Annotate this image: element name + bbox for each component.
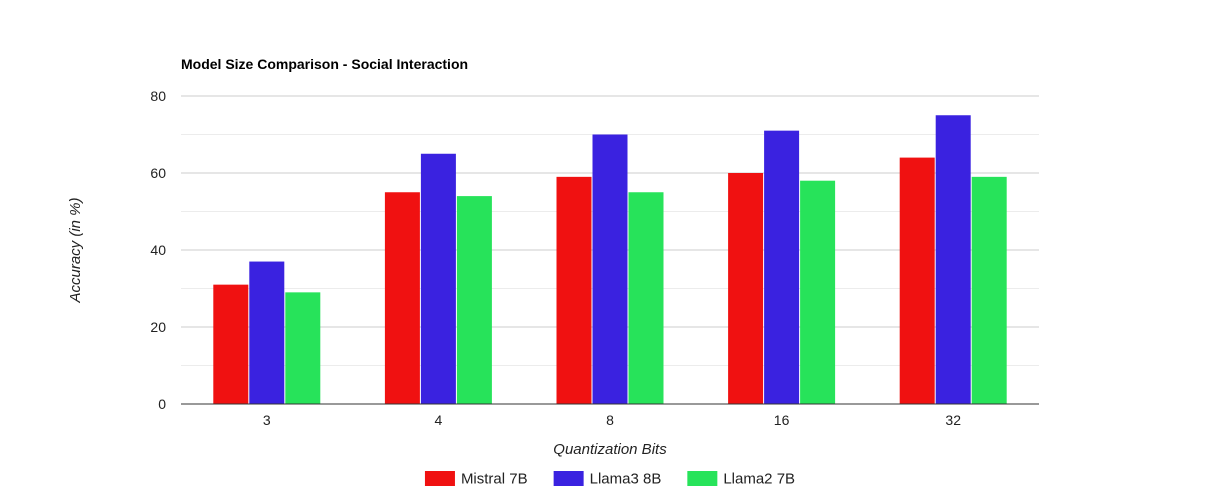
bar-mistral-7b-8 [556,176,592,404]
bar-mistral-7b-4 [384,192,420,404]
x-axis-title: Quantization Bits [553,441,667,458]
bar-llama3-8b-32 [935,115,971,404]
legend-label: Mistral 7B [461,471,528,488]
y-tick-label: 80 [150,88,166,104]
bar-llama3-8b-4 [420,153,456,404]
y-tick-label: 20 [150,319,166,335]
y-tick-label: 60 [150,165,166,181]
y-tick-label: 0 [158,396,166,412]
legend-item: Llama2 7B [687,471,795,488]
bar-llama2-7b-32 [971,176,1007,404]
x-tick-label: 4 [435,412,443,428]
bar-mistral-7b-16 [728,173,764,404]
y-tick-label: 40 [150,242,166,258]
bar-llama2-7b-16 [800,180,836,404]
y-axis-title: Accuracy (in %) [67,197,84,303]
legend-label: Llama3 8B [590,471,662,488]
legend-swatch [687,471,718,486]
x-tick-label: 8 [606,412,614,428]
bar-llama3-8b-3 [249,261,285,404]
x-tick-label: 3 [263,412,271,428]
legend-label: Llama2 7B [723,471,795,488]
bar-mistral-7b-32 [899,157,935,404]
x-tick-label: 32 [945,412,961,428]
bar-mistral-7b-3 [213,284,249,404]
bar-llama2-7b-8 [628,192,664,404]
legend: Mistral 7B Llama3 8B Llama2 7B [424,471,795,488]
legend-swatch [553,471,584,486]
bar-llama2-7b-4 [456,196,492,404]
bar-llama3-8b-8 [592,134,628,404]
legend-swatch [424,471,455,486]
bars [213,115,1007,404]
tick-labels: 0 20 40 60 80 3 4 8 16 32 [150,88,961,428]
legend-item: Mistral 7B [424,471,528,488]
legend-item: Llama3 8B [553,471,662,488]
x-tick-label: 16 [774,412,790,428]
chart-title: Model Size Comparison - Social Interacti… [181,56,468,72]
bar-llama2-7b-3 [285,292,321,404]
bar-llama3-8b-16 [764,130,800,404]
